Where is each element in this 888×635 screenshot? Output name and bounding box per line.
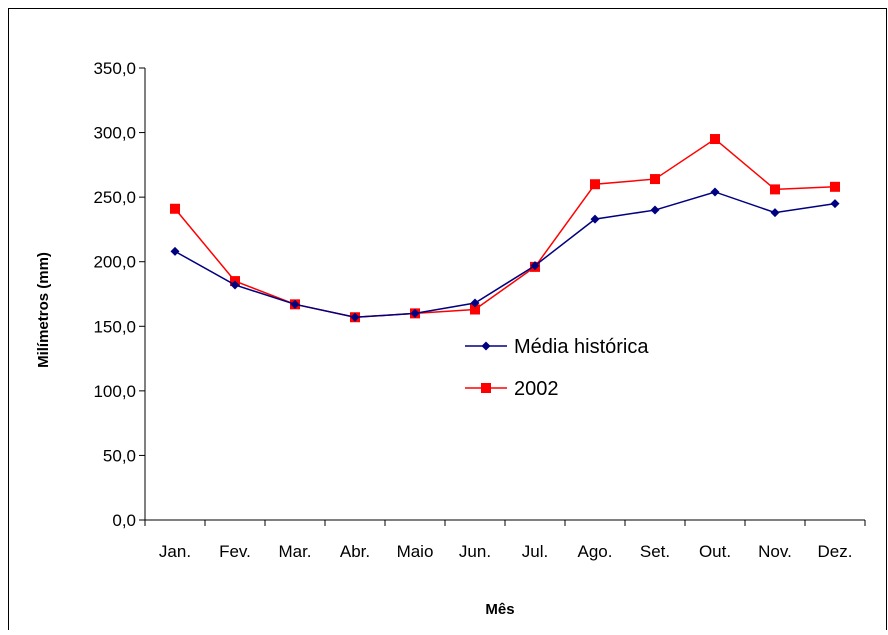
x-tick-label: Jun. [459,542,491,561]
y-tick-label: 0,0 [112,511,136,530]
data-point [770,184,780,195]
data-point [650,205,660,215]
data-point [710,134,720,145]
x-tick-label: Fev. [219,542,251,561]
legend-item: Média histórica [465,336,649,358]
y-ticks: 0,0 50,0 100,0 150,0 200,0 250,0 300,0 350,0 [93,59,145,530]
x-tick-label: Out. [699,542,731,561]
data-point [590,179,600,190]
data-point [350,312,360,322]
y-tick-label: 150,0 [93,317,136,336]
series-media-historica [170,187,840,322]
x-axis-label: Mês [485,601,514,618]
x-tick-label: Maio [397,542,434,561]
data-point [770,208,780,218]
x-tick-label: Ago. [578,542,613,561]
data-point [170,203,180,214]
data-point [830,181,840,192]
y-tick-label: 200,0 [93,253,136,272]
y-tick-label: 300,0 [93,124,136,143]
data-point [230,280,240,290]
y-tick-label: 350,0 [93,59,136,78]
x-tick-label: Jan. [159,542,191,561]
data-point [650,174,660,185]
data-point [830,199,840,209]
series-layer [170,134,840,323]
y-axis-label: Milímetros (mm) [35,252,52,368]
data-point [590,214,600,224]
legend-label: Média histórica [514,336,649,358]
data-point [710,187,720,197]
x-tick-label: Jul. [522,542,548,561]
x-tick-label: Nov. [758,542,792,561]
legend-label: 2002 [514,378,559,400]
legend-marker [481,341,491,351]
x-tick-label: Abr. [340,542,370,561]
y-tick-label: 100,0 [93,382,136,401]
legend-marker [481,383,491,393]
data-point [530,261,540,271]
chart-border [8,8,887,635]
legend: Média histórica 2002 [465,336,649,400]
x-tick-label: Set. [640,542,670,561]
x-ticks: Jan. Fev. Mar. Abr. Maio Jun. Jul. Ago. Set. Out.… [144,520,866,561]
data-point [170,246,180,256]
series-line [174,191,836,319]
x-tick-label: Mar. [278,542,311,561]
data-point [470,298,480,308]
y-tick-label: 50,0 [103,446,136,465]
data-point [290,299,300,309]
legend-item: 2002 [465,378,559,400]
x-tick-label: Dez. [818,542,853,561]
y-tick-label: 250,0 [93,188,136,207]
data-point [410,308,420,318]
data-point [470,304,480,315]
